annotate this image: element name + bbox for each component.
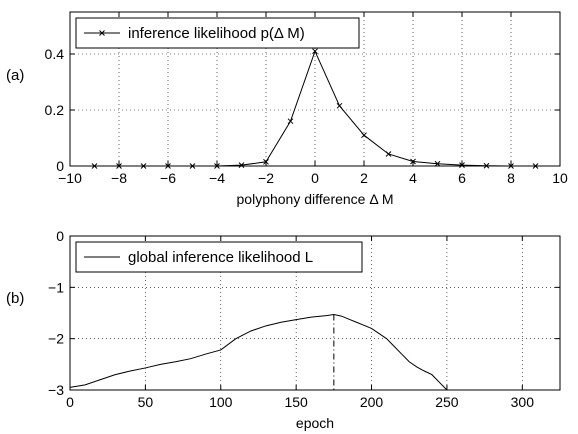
data-point-marker: [238, 162, 245, 169]
y-tick-label: −2: [48, 331, 64, 347]
data-point-marker: [385, 151, 392, 157]
x-tick-label: −2: [258, 170, 274, 186]
x-tick-label: 300: [511, 394, 535, 410]
x-tick-label: 10: [552, 170, 568, 186]
legend-label: inference likelihood p(Δ M): [128, 25, 305, 42]
panel-label: (b): [6, 290, 24, 307]
x-tick-label: 2: [360, 170, 368, 186]
y-tick-label: −1: [48, 279, 64, 295]
axes-frame: [69, 235, 561, 391]
x-tick-label: 250: [435, 394, 459, 410]
y-tick-label: 0.4: [45, 46, 65, 62]
x-tick-label: −6: [160, 170, 176, 186]
panel-a: −10 −8 −6 −4 −2 0 2 4 6 8 10 0 0.2 0.4 polyphony diffe…: [6, 11, 568, 207]
x-tick-label: 200: [360, 394, 384, 410]
legend-marker-sample: [99, 30, 105, 36]
data-point-marker: [434, 160, 441, 167]
x-tick-label: 100: [209, 394, 233, 410]
data-point-marker: [312, 48, 318, 55]
x-axis-label: epoch: [296, 415, 334, 431]
x-tick-label: −4: [209, 170, 225, 186]
y-tick-label: 0: [56, 228, 64, 244]
data-point-marker: [361, 132, 367, 139]
x-tick-label: 0: [66, 394, 74, 410]
x-axis-label: polyphony difference Δ M: [237, 191, 394, 207]
x-tick-label: −8: [111, 170, 127, 186]
y-tick-label: −3: [48, 382, 64, 398]
panel-label: (a): [6, 67, 24, 84]
legend-box: [75, 241, 363, 273]
data-point-marker: [287, 118, 294, 125]
x-tick-label: 4: [409, 170, 417, 186]
y-tick-label: 0: [56, 158, 64, 174]
series-line: [69, 314, 448, 391]
y-tick-label: 0.2: [45, 102, 65, 118]
panel-b: 0 50 100 150 200 250 300 −3 −2 −1 0 epoch (b) global …: [6, 228, 561, 431]
x-tick-label: 150: [284, 394, 308, 410]
x-tick-label: −10: [58, 170, 82, 186]
x-tick-label: 0: [311, 170, 319, 186]
data-point-marker: [336, 102, 343, 109]
x-tick-label: 6: [458, 170, 466, 186]
x-tick-label: 50: [138, 394, 154, 410]
x-tick-label: 8: [507, 170, 515, 186]
legend-box: [75, 17, 360, 49]
legend-label: global inference likelihood L: [128, 249, 313, 266]
